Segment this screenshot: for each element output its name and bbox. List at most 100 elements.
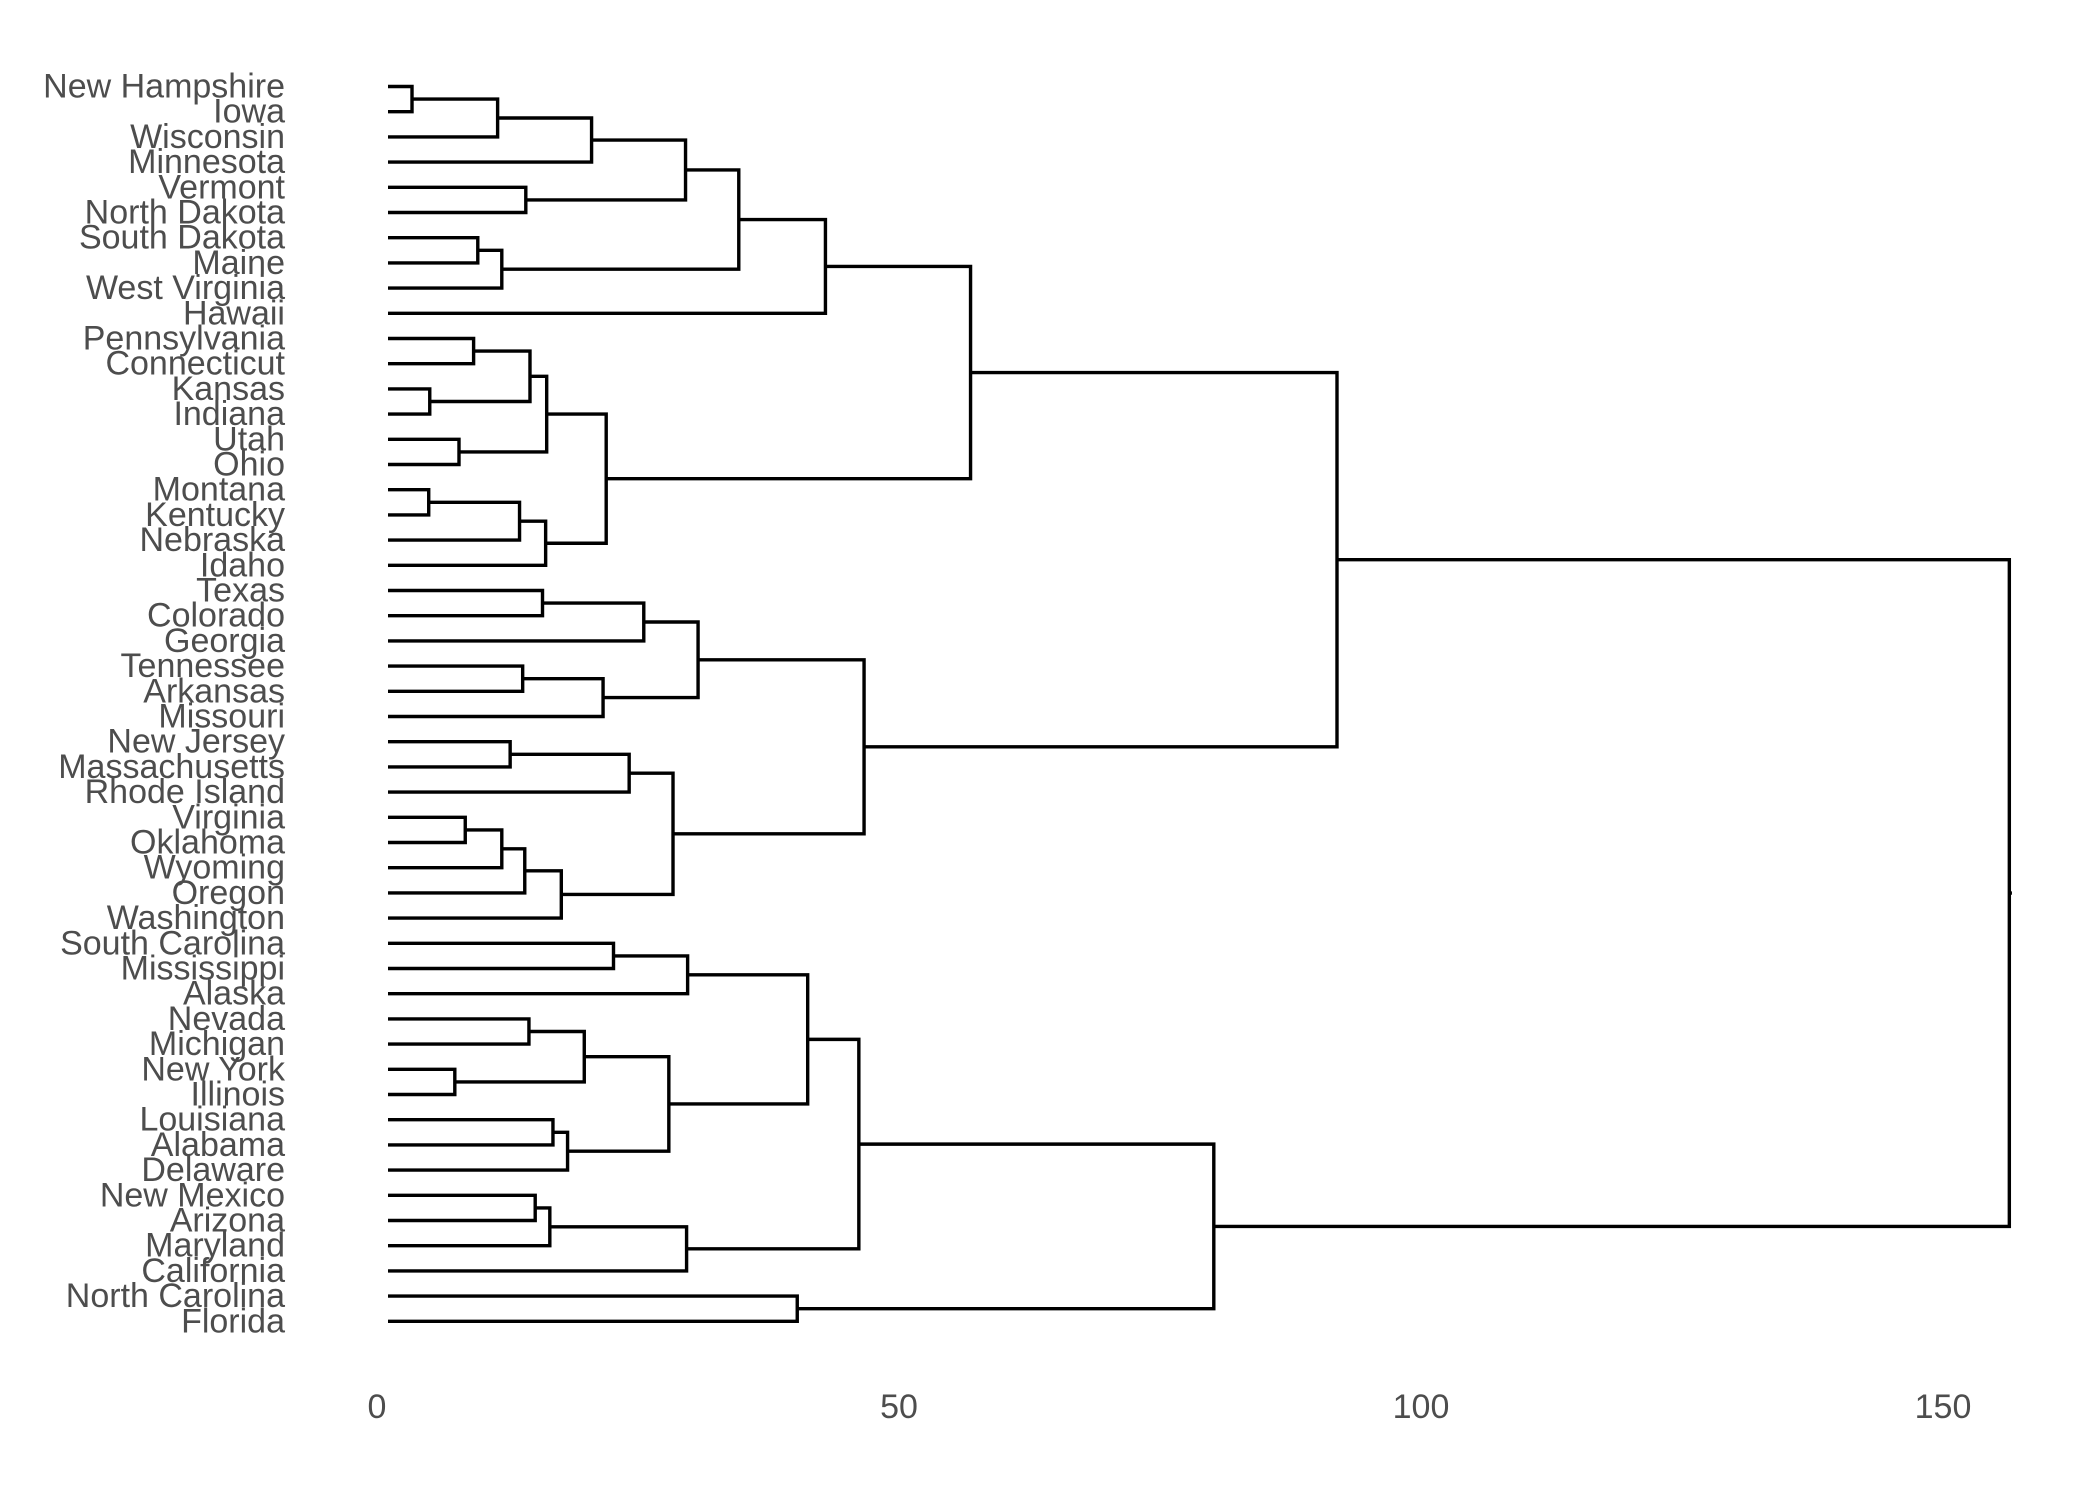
x-tick-label-50: 50 <box>880 1388 918 1426</box>
branch-c03 <box>388 116 594 164</box>
leaf-label-minnesota: Minnesota <box>128 143 285 181</box>
leaf-label-south-carolina: South Carolina <box>60 924 285 962</box>
branch-c36 <box>388 1017 531 1046</box>
branch-c42 <box>668 973 810 1106</box>
leaf-label-nebraska: Nebraska <box>139 521 285 559</box>
branch-c06 <box>388 236 480 265</box>
branch-c34 <box>388 941 616 971</box>
leaf-label-florida: Florida <box>181 1302 285 1340</box>
leaf-label-pennsylvania: Pennsylvania <box>83 320 285 358</box>
leaf-label-wyoming: Wyoming <box>144 849 285 887</box>
branch-c25 <box>388 740 512 769</box>
leaf-label-kentucky: Kentucky <box>145 496 285 534</box>
leaf-label-new-mexico: New Mexico <box>100 1176 285 1214</box>
branch-c21 <box>388 601 646 643</box>
branch-c29 <box>388 847 527 895</box>
branch-c44 <box>388 1206 552 1248</box>
branch-c08 <box>501 168 741 271</box>
branch-c43 <box>388 1193 537 1223</box>
leaf-label-nevada: Nevada <box>168 1000 285 1038</box>
branch-c17 <box>388 519 548 567</box>
leaf-label-ohio: Ohio <box>213 446 285 484</box>
leaf-label-rhode-island: Rhode Island <box>85 773 285 811</box>
leaf-label-idaho: Idaho <box>200 546 285 584</box>
leaf-label-michigan: Michigan <box>149 1025 285 1063</box>
leaf-label-washington: Washington <box>107 899 285 937</box>
leaf-label-south-dakota: South Dakota <box>79 219 285 257</box>
leaf-label-california: California <box>141 1252 285 1290</box>
branch-c39 <box>388 1118 555 1147</box>
branch-c13 <box>388 437 461 467</box>
leaf-label-new-hampshire: New Hampshire <box>43 68 285 106</box>
branch-c27 <box>388 815 467 845</box>
leaf-label-illinois: Illinois <box>191 1076 285 1114</box>
leaf-label-north-carolina: North Carolina <box>66 1277 285 1315</box>
leaf-label-oregon: Oregon <box>172 874 285 912</box>
branch-c24 <box>603 620 700 700</box>
branch-c38 <box>454 1029 586 1084</box>
leaf-labels: New HampshireIowaWisconsinMinnesotaVermo… <box>43 68 286 1341</box>
branch-c45 <box>388 1225 689 1273</box>
branch-c18 <box>545 412 608 545</box>
leaf-label-connecticut: Connecticut <box>105 345 285 383</box>
branch-c10 <box>388 336 476 366</box>
branch-c47 <box>388 1294 799 1323</box>
branch-c09 <box>388 217 828 315</box>
leaf-label-mississippi: Mississippi <box>121 950 285 988</box>
branch-c05 <box>525 138 688 202</box>
leaf-label-vermont: Vermont <box>158 168 285 206</box>
leaf-label-alabama: Alabama <box>151 1126 285 1164</box>
leaf-label-wisconsin: Wisconsin <box>130 118 285 156</box>
leaf-label-massachusetts: Massachusetts <box>58 748 285 786</box>
leaf-label-oklahoma: Oklahoma <box>130 824 285 862</box>
x-axis-ticks: 0 50 100 150 <box>368 1388 1972 1426</box>
leaf-label-alaska: Alaska <box>183 975 285 1013</box>
leaf-label-missouri: Missouri <box>158 698 285 736</box>
branch-c12 <box>429 349 532 404</box>
branch-c37 <box>388 1067 457 1097</box>
branch-c33 <box>864 370 1339 749</box>
branch-c02 <box>388 97 500 139</box>
branch-c19 <box>606 264 973 481</box>
leaf-label-kansas: Kansas <box>172 370 285 408</box>
dendrogram-branches <box>388 84 2012 1323</box>
leaf-label-louisiana: Louisiana <box>139 1101 285 1139</box>
leaf-label-montana: Montana <box>153 471 285 509</box>
leaf-label-hawaii: Hawaii <box>183 294 285 332</box>
branch-c11 <box>388 387 432 416</box>
leaf-label-delaware: Delaware <box>141 1151 285 1189</box>
leaf-label-new-jersey: New Jersey <box>107 723 285 761</box>
leaf-label-virginia: Virginia <box>172 798 285 836</box>
branch-c01 <box>388 84 414 114</box>
branch-c22 <box>388 664 525 693</box>
branch-c40 <box>388 1130 570 1172</box>
branch-c04 <box>388 185 528 215</box>
leaf-label-maryland: Maryland <box>145 1227 285 1265</box>
leaf-label-tennessee: Tennessee <box>121 647 285 685</box>
leaf-label-maine: Maine <box>192 244 285 282</box>
branch-c07 <box>388 248 504 290</box>
leaf-label-iowa: Iowa <box>213 93 285 131</box>
leaf-label-indiana: Indiana <box>173 395 285 433</box>
leaf-label-arizona: Arizona <box>170 1202 285 1240</box>
leaf-label-georgia: Georgia <box>164 622 285 660</box>
leaf-label-texas: Texas <box>196 572 285 610</box>
branch-c49 <box>1213 557 2012 1229</box>
leaf-label-west-virginia: West Virginia <box>86 269 285 307</box>
leaf-label-utah: Utah <box>213 420 285 458</box>
leaf-label-arkansas: Arkansas <box>143 672 285 710</box>
branch-c20 <box>388 588 545 618</box>
branch-c14 <box>458 374 549 454</box>
branch-c32 <box>673 658 866 836</box>
x-tick-label-100: 100 <box>1393 1388 1450 1426</box>
x-tick-label-0: 0 <box>368 1388 387 1426</box>
branch-c48 <box>797 1142 1216 1311</box>
leaf-label-new-york: New York <box>141 1050 286 1088</box>
branch-c16 <box>388 500 522 542</box>
branch-c23 <box>388 677 605 719</box>
branch-c15 <box>388 488 431 517</box>
leaf-label-colorado: Colorado <box>147 597 285 635</box>
branch-c46 <box>686 1037 861 1251</box>
branch-c35 <box>388 954 690 996</box>
